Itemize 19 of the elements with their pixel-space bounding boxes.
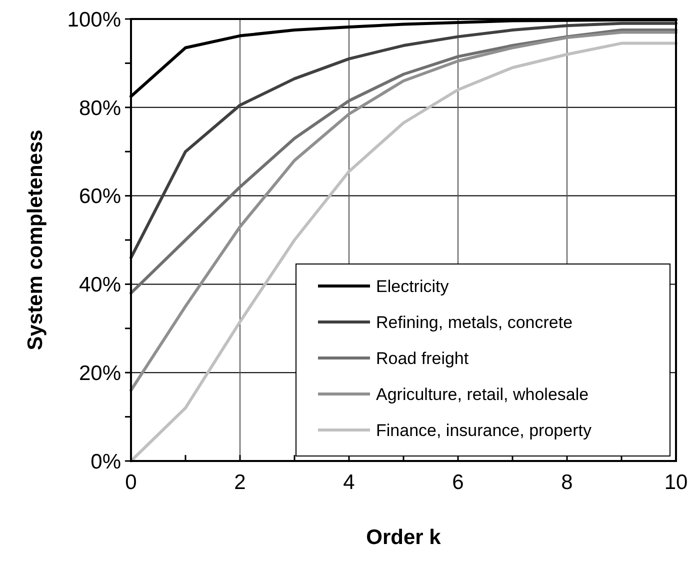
legend-label: Electricity (376, 276, 450, 296)
y-tick-label: 100% (67, 8, 121, 32)
y-tick-label: 80% (78, 96, 121, 120)
y-tick-label: 40% (78, 274, 121, 297)
legend-label: Finance, insurance, property (376, 420, 592, 440)
x-tick-label: 8 (561, 471, 573, 494)
x-tick-label: 6 (452, 471, 464, 494)
y-tick-label: 60% (78, 185, 121, 208)
legend-label: Refining, metals, concrete (376, 312, 573, 332)
x-tick-label: 0 (125, 471, 137, 494)
y-tick-label: 20% (78, 362, 121, 385)
x-axis-title: Order k (366, 526, 442, 549)
x-tick-label: 2 (234, 471, 246, 494)
y-axis-title: System completeness (24, 130, 47, 350)
x-tick-label: 4 (343, 471, 356, 494)
legend-label: Agriculture, retail, wholesale (376, 384, 589, 404)
y-tick-label: 0% (90, 450, 121, 474)
legend-label: Road freight (376, 348, 469, 368)
x-tick-label: 10 (664, 471, 688, 494)
